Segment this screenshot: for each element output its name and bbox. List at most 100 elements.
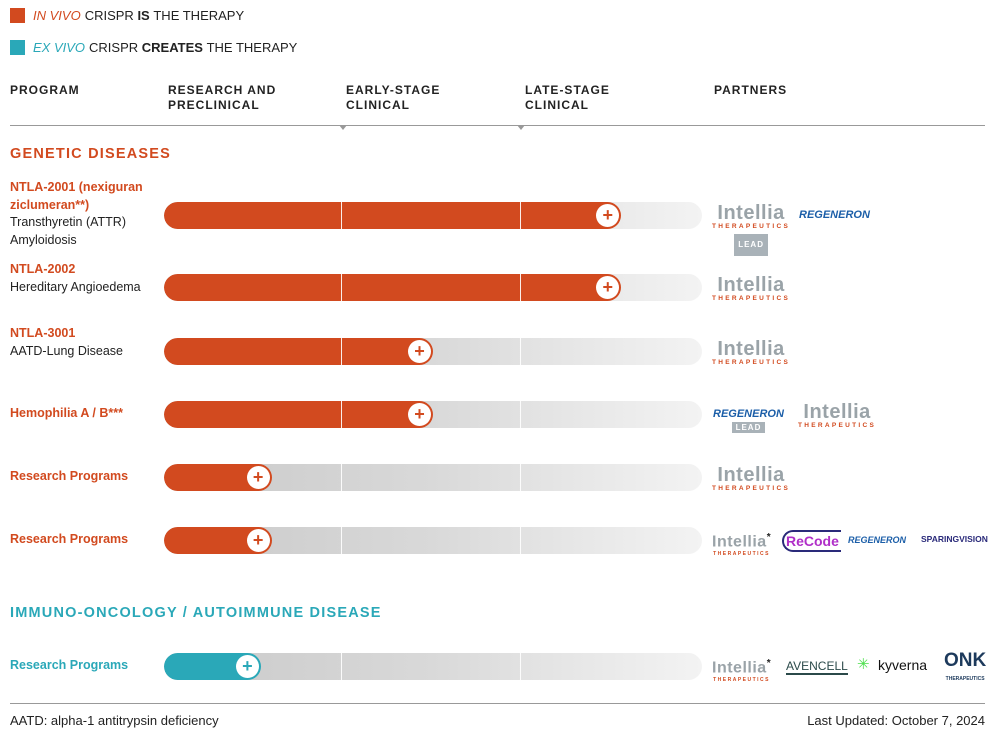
program-label: NTLA-2002 Hereditary Angioedema — [10, 261, 160, 296]
logo-text: Intellia — [803, 401, 871, 423]
phase-divider — [341, 464, 342, 491]
phase-marker — [517, 125, 525, 130]
expand-plus-icon[interactable]: + — [596, 204, 620, 227]
program-name: Research Programs — [10, 469, 129, 483]
expand-plus-icon[interactable]: + — [408, 403, 431, 426]
progress-bar: + — [164, 527, 702, 554]
kyverna-logo: kyverna — [878, 657, 928, 673]
expand-plus-icon[interactable]: + — [596, 276, 620, 299]
intellia-logo: Intellia THERAPEUTICS LEAD — [712, 203, 790, 256]
expand-plus-icon[interactable]: + — [246, 529, 270, 552]
intellia-logo: Intellia THERAPEUTICS — [712, 465, 790, 493]
header-research: RESEARCH AND PRECLINICAL — [168, 83, 277, 112]
phase-divider — [341, 338, 342, 365]
ex-vivo-swatch — [10, 40, 25, 55]
program-name: Research Programs — [10, 532, 129, 546]
legend-in-vivo: IN VIVO CRISPR IS THE THERAPY — [10, 8, 244, 23]
progress-bar: + — [164, 274, 702, 301]
phase-marker — [339, 125, 347, 130]
logo-sub: THERAPEUTICS — [713, 551, 770, 558]
header-partners: PARTNERS — [714, 83, 788, 97]
logo-text: Intellia — [717, 274, 785, 296]
program-description: Transthyretin (ATTR) Amyloidosis — [10, 215, 126, 247]
progress-fill — [164, 202, 622, 229]
phase-divider — [341, 527, 342, 554]
logo-sub: THERAPEUTICS — [712, 485, 791, 492]
phase-divider — [520, 401, 521, 428]
progress-bar: + — [164, 464, 702, 491]
program-label: Research Programs — [10, 531, 160, 549]
legend-text: CRISPR — [84, 8, 134, 23]
kyverna-star-icon: ✳ — [857, 656, 870, 673]
intellia-logo: Intellia* THERAPEUTICS — [712, 530, 771, 558]
phase-divider — [341, 274, 342, 301]
expand-plus-icon[interactable]: + — [235, 655, 259, 678]
program-label: Hemophilia A / B*** — [10, 405, 160, 423]
logo-sub: THERAPEUTICS — [713, 677, 770, 684]
expand-plus-icon[interactable]: + — [246, 466, 270, 489]
section-genetic-diseases: GENETIC DISEASES — [10, 146, 172, 162]
logo-text: ONK — [944, 650, 987, 671]
onk-logo: ONK THERAPEUTICS — [944, 650, 987, 688]
in-vivo-swatch — [10, 8, 25, 23]
footnote: AATD: alpha-1 antitrypsin deficiency — [10, 713, 219, 728]
logo-text: REGENERON — [713, 408, 784, 420]
phase-divider — [520, 527, 521, 554]
logo-sub: THERAPEUTICS — [798, 422, 877, 429]
phase-divider — [520, 464, 521, 491]
sparingvision-logo: SPARINGVISION — [921, 534, 988, 544]
lead-badge: LEAD — [734, 234, 768, 256]
legend-ex-vivo: EX VIVO CRISPR CREATES THE THERAPY — [10, 40, 297, 55]
phase-divider — [520, 338, 521, 365]
progress-bar: + — [164, 401, 702, 428]
last-updated: Last Updated: October 7, 2024 — [807, 713, 985, 728]
logo-text: Intellia — [717, 338, 785, 360]
program-name: Research Programs — [10, 658, 129, 672]
logo-sub: THERAPEUTICS — [712, 359, 791, 366]
footer-divider — [10, 703, 985, 704]
intellia-logo: Intellia THERAPEUTICS — [712, 275, 790, 303]
program-description: Hereditary Angioedema — [10, 279, 141, 294]
progress-fill — [164, 338, 433, 365]
logo-sub: THERAPEUTICS — [945, 676, 985, 682]
progress-bar: + — [164, 653, 702, 680]
recode-logo: ReCode — [782, 530, 841, 552]
progress-fill — [164, 274, 622, 301]
program-label: NTLA-2001 (nexiguran ziclumeran**) Transt… — [10, 179, 160, 249]
progress-bar: + — [164, 202, 702, 229]
legend-text: THE THERAPY — [153, 8, 245, 23]
intellia-logo: Intellia* THERAPEUTICS — [712, 656, 771, 684]
progress-fill — [164, 401, 433, 428]
expand-plus-icon[interactable]: + — [408, 340, 431, 363]
logo-sub: THERAPEUTICS — [712, 295, 791, 302]
logo-text: Intellia — [717, 464, 785, 486]
phase-divider — [520, 202, 521, 229]
legend-bold: IS — [137, 8, 150, 23]
lead-badge: LEAD — [731, 422, 766, 433]
legend-text: CRISPR — [89, 40, 139, 55]
program-label: Research Programs — [10, 657, 160, 675]
logo-text: Intellia — [712, 659, 767, 677]
phase-divider — [341, 401, 342, 428]
asterisk: * — [766, 532, 772, 543]
intellia-logo: Intellia THERAPEUTICS — [798, 402, 876, 430]
legend-text: THE THERAPY — [206, 40, 298, 55]
logo-text: Intellia — [717, 202, 785, 224]
program-label: NTLA-3001 AATD-Lung Disease — [10, 325, 160, 360]
regeneron-logo: REGENERON — [848, 535, 907, 545]
legend-italic: EX VIVO — [33, 40, 86, 55]
program-name: NTLA-2002 — [10, 262, 76, 276]
program-description: AATD-Lung Disease — [10, 343, 124, 358]
intellia-logo: Intellia THERAPEUTICS — [712, 339, 790, 367]
program-name: Hemophilia A / B*** — [10, 406, 123, 420]
phase-divider — [520, 274, 521, 301]
program-label: Research Programs — [10, 468, 160, 486]
legend-bold: CREATES — [141, 40, 203, 55]
progress-bar: + — [164, 338, 702, 365]
phase-divider — [341, 653, 342, 680]
logo-text: Intellia — [712, 533, 767, 551]
header-early: EARLY-STAGE CLINICAL — [346, 83, 441, 112]
regeneron-logo: REGENERON — [799, 209, 870, 221]
program-name: NTLA-2001 (nexiguran ziclumeran**) — [10, 180, 143, 212]
section-immuno-oncology: IMMUNO-ONCOLOGY / AUTOIMMUNE DISEASE — [10, 605, 382, 621]
